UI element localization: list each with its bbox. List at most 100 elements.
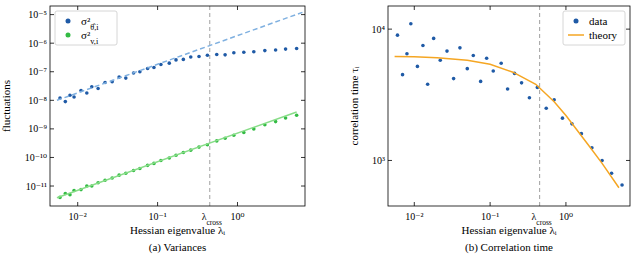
point (295, 47, 299, 51)
point (284, 47, 288, 51)
point (432, 37, 436, 41)
point (409, 22, 413, 26)
y-axis-label: fluctuations (0, 80, 12, 132)
y-tick-right (301, 100, 305, 101)
y-tick-right (301, 128, 305, 129)
annotation-line (209, 6, 210, 206)
x-tick-label: 10⁻¹ (148, 211, 166, 222)
point (223, 53, 227, 57)
x-tick (157, 202, 158, 206)
point (159, 63, 163, 67)
frame (50, 6, 305, 206)
x-tick (565, 202, 566, 206)
legend-marker (574, 19, 579, 24)
y-tick-label: 10⁻⁸ (28, 95, 47, 106)
text-sub: v,i (90, 37, 99, 46)
x-tick (237, 202, 238, 206)
x-tick-top (490, 6, 491, 10)
legend: σ²θ̂,iσ²v,i (55, 11, 117, 46)
y-tick-label: 10⁻⁷ (28, 66, 47, 77)
point (485, 56, 489, 60)
point (620, 183, 624, 187)
point (544, 106, 548, 110)
y-tick-right (626, 29, 630, 30)
point (242, 50, 246, 54)
text-sub: θ̂,i (90, 23, 99, 32)
caption: (b) Correlation time (465, 241, 553, 254)
point (458, 46, 462, 50)
point (263, 49, 267, 53)
legend-line (568, 34, 584, 36)
point (182, 58, 186, 62)
legend-label: σ²v,i (81, 29, 99, 46)
plot-data (395, 22, 624, 188)
y-tick-label: 10⁴ (372, 24, 386, 35)
legend-marker (66, 19, 71, 24)
point (96, 87, 100, 91)
point (479, 80, 483, 84)
point (189, 55, 193, 59)
caption: (a) Variances (149, 241, 207, 254)
x-tick-label: 10⁻¹ (481, 211, 499, 222)
figure: 10⁻²10⁻¹10⁰10⁻¹¹10⁻¹⁰10⁻⁹10⁻⁸10⁻⁷10⁻⁶10⁻… (0, 0, 640, 257)
legend-label: theory (589, 29, 618, 41)
point (206, 53, 210, 57)
point (124, 76, 128, 80)
point (72, 95, 76, 99)
point (396, 33, 400, 37)
point (445, 49, 449, 53)
point (520, 81, 524, 85)
point (232, 51, 236, 55)
point (491, 69, 495, 73)
point (438, 58, 442, 62)
y-tick (50, 128, 54, 129)
y-tick-label: 10⁻¹¹ (26, 181, 47, 192)
point (421, 44, 425, 48)
point (252, 50, 256, 54)
x-tick-top (565, 6, 566, 10)
x-tick (414, 202, 415, 206)
y-axis-label: correlation time τᵢ (348, 66, 360, 145)
x-tick-top (237, 6, 238, 10)
point (85, 91, 89, 95)
x-axis-label: Hessian eigenvalue λᵢ (461, 224, 556, 236)
y-tick (388, 160, 392, 161)
x-tick-top (77, 6, 78, 10)
point (295, 113, 299, 117)
point (215, 53, 219, 57)
point (167, 61, 171, 65)
series-line (395, 56, 619, 187)
y-tick (50, 43, 54, 44)
x-tick (77, 202, 78, 206)
series-line (57, 12, 302, 100)
point (528, 96, 532, 100)
x-tick-label: 10⁻² (69, 211, 87, 222)
x-tick-label: 10⁰ (230, 211, 244, 222)
y-tick-label: 10⁻¹⁰ (25, 152, 47, 163)
point (274, 48, 278, 52)
y-tick-right (301, 43, 305, 44)
point (405, 52, 409, 56)
series-line (57, 112, 297, 198)
plot-data (57, 12, 302, 199)
legend-box (563, 11, 625, 45)
y-tick (50, 157, 54, 158)
y-tick (388, 29, 392, 30)
y-tick (50, 186, 54, 187)
y-tick-right (301, 71, 305, 72)
x-tick (490, 202, 491, 206)
y-tick (50, 71, 54, 72)
point (452, 77, 456, 81)
legend-box (55, 11, 117, 45)
y-tick-right (301, 14, 305, 15)
x-tick-top (157, 6, 158, 10)
point (499, 61, 503, 65)
legend-label: data (589, 15, 607, 27)
panel: 10⁻²10⁻¹10⁰10⁻¹¹10⁻¹⁰10⁻⁹10⁻⁸10⁻⁷10⁻⁶10⁻… (0, 6, 305, 254)
y-tick-right (301, 186, 305, 187)
panel: 10⁻²10⁻¹10⁰10³10⁴λcrossHessian eigenvalu… (348, 6, 630, 254)
point (64, 100, 68, 104)
point (561, 116, 565, 120)
y-tick-right (301, 157, 305, 158)
point (197, 55, 201, 59)
